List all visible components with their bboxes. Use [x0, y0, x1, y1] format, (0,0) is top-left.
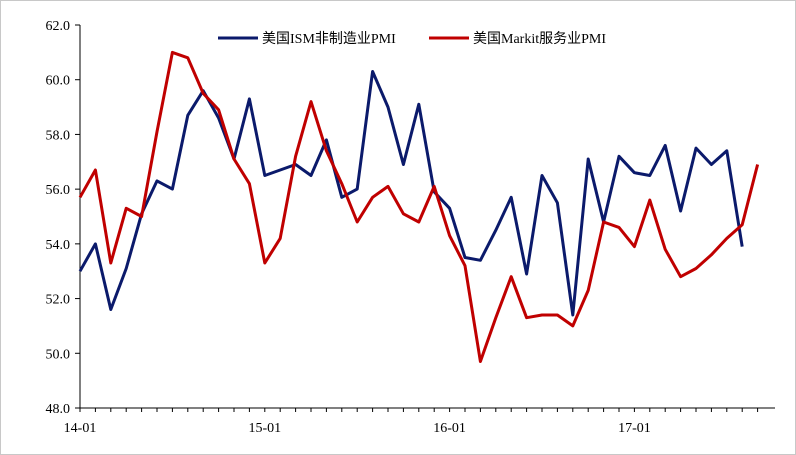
- y-tick-label: 52.0: [46, 293, 71, 308]
- x-tick-label: 17-01: [618, 421, 651, 436]
- y-tick-label: 56.0: [46, 183, 71, 198]
- series-line-2: [78, 50, 760, 363]
- y-tick-label: 54.0: [46, 238, 71, 253]
- y-tick-label: 60.0: [46, 74, 71, 89]
- watermark-text: 王涵论宏观: [706, 425, 782, 444]
- y-tick-label: 62.0: [46, 19, 71, 34]
- x-tick-label: 15-01: [248, 421, 281, 436]
- legend-label-1: 美国ISM非制造业PMI: [262, 31, 396, 47]
- wechat-icon: [677, 423, 701, 445]
- legend-label-2: 美国Markit服务业PMI: [473, 31, 606, 47]
- x-tick-label: 16-01: [433, 421, 466, 436]
- x-tick-label: 14-01: [64, 421, 97, 436]
- series-line-1: [78, 70, 744, 317]
- watermark: 王涵论宏观: [677, 423, 782, 445]
- y-tick-label: 58.0: [46, 128, 71, 143]
- y-tick-label: 50.0: [46, 347, 71, 362]
- y-tick-label: 48.0: [46, 402, 71, 417]
